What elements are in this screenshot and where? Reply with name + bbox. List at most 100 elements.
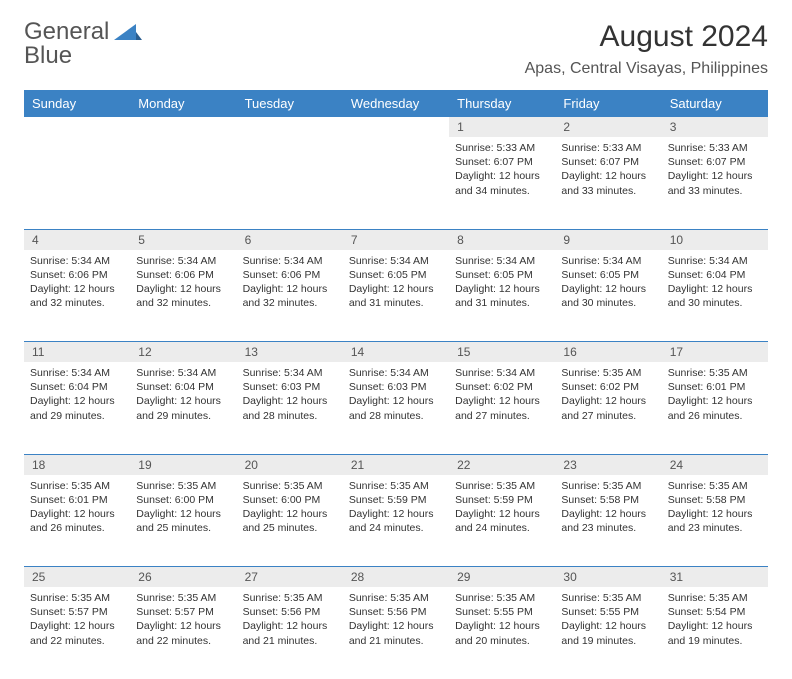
day-number-row: 25262728293031 bbox=[24, 567, 768, 588]
week-row: Sunrise: 5:34 AMSunset: 6:04 PMDaylight:… bbox=[24, 362, 768, 454]
day-cell-body: Sunrise: 5:35 AMSunset: 6:02 PMDaylight:… bbox=[555, 362, 661, 429]
day-number: 3 bbox=[662, 117, 768, 137]
day-cell-body: Sunrise: 5:34 AMSunset: 6:05 PMDaylight:… bbox=[555, 250, 661, 317]
day-number: 29 bbox=[449, 567, 555, 588]
day-cell-body: Sunrise: 5:34 AMSunset: 6:06 PMDaylight:… bbox=[237, 250, 343, 317]
day-number: 4 bbox=[24, 229, 130, 250]
day-number-row: 45678910 bbox=[24, 229, 768, 250]
weekday-header: Friday bbox=[555, 90, 661, 117]
day-cell: Sunrise: 5:34 AMSunset: 6:04 PMDaylight:… bbox=[662, 250, 768, 342]
day-cell-body: Sunrise: 5:34 AMSunset: 6:04 PMDaylight:… bbox=[662, 250, 768, 317]
day-number: 9 bbox=[555, 229, 661, 250]
day-cell-body: Sunrise: 5:35 AMSunset: 5:55 PMDaylight:… bbox=[555, 587, 661, 654]
day-cell-body: Sunrise: 5:35 AMSunset: 5:57 PMDaylight:… bbox=[24, 587, 130, 654]
day-cell: Sunrise: 5:34 AMSunset: 6:04 PMDaylight:… bbox=[24, 362, 130, 454]
day-cell-body: Sunrise: 5:34 AMSunset: 6:05 PMDaylight:… bbox=[343, 250, 449, 317]
week-row: Sunrise: 5:35 AMSunset: 5:57 PMDaylight:… bbox=[24, 587, 768, 679]
weekday-header: Tuesday bbox=[237, 90, 343, 117]
day-cell-body: Sunrise: 5:35 AMSunset: 5:56 PMDaylight:… bbox=[237, 587, 343, 654]
day-cell bbox=[343, 137, 449, 229]
day-number: 16 bbox=[555, 342, 661, 363]
day-cell-body: Sunrise: 5:34 AMSunset: 6:06 PMDaylight:… bbox=[130, 250, 236, 317]
day-cell-body: Sunrise: 5:34 AMSunset: 6:03 PMDaylight:… bbox=[343, 362, 449, 429]
week-row: Sunrise: 5:33 AMSunset: 6:07 PMDaylight:… bbox=[24, 137, 768, 229]
day-cell-body: Sunrise: 5:35 AMSunset: 5:59 PMDaylight:… bbox=[343, 475, 449, 542]
day-number: 19 bbox=[130, 454, 236, 475]
day-cell: Sunrise: 5:34 AMSunset: 6:05 PMDaylight:… bbox=[343, 250, 449, 342]
day-cell: Sunrise: 5:34 AMSunset: 6:06 PMDaylight:… bbox=[237, 250, 343, 342]
week-row: Sunrise: 5:35 AMSunset: 6:01 PMDaylight:… bbox=[24, 475, 768, 567]
day-number: 21 bbox=[343, 454, 449, 475]
day-cell: Sunrise: 5:33 AMSunset: 6:07 PMDaylight:… bbox=[449, 137, 555, 229]
day-number: 31 bbox=[662, 567, 768, 588]
weekday-header: Thursday bbox=[449, 90, 555, 117]
day-number: 28 bbox=[343, 567, 449, 588]
day-number-row: 123 bbox=[24, 117, 768, 137]
day-number: 5 bbox=[130, 229, 236, 250]
logo-triangle-icon bbox=[114, 22, 142, 47]
day-number: 23 bbox=[555, 454, 661, 475]
day-number: 14 bbox=[343, 342, 449, 363]
day-cell: Sunrise: 5:35 AMSunset: 5:57 PMDaylight:… bbox=[24, 587, 130, 679]
day-cell: Sunrise: 5:35 AMSunset: 6:00 PMDaylight:… bbox=[237, 475, 343, 567]
day-number: 12 bbox=[130, 342, 236, 363]
day-number bbox=[130, 117, 236, 137]
calendar-body: 123Sunrise: 5:33 AMSunset: 6:07 PMDaylig… bbox=[24, 117, 768, 679]
day-cell-body: Sunrise: 5:34 AMSunset: 6:03 PMDaylight:… bbox=[237, 362, 343, 429]
day-cell: Sunrise: 5:34 AMSunset: 6:05 PMDaylight:… bbox=[555, 250, 661, 342]
weekday-header: Saturday bbox=[662, 90, 768, 117]
day-cell: Sunrise: 5:35 AMSunset: 6:01 PMDaylight:… bbox=[662, 362, 768, 454]
day-cell-body: Sunrise: 5:35 AMSunset: 6:01 PMDaylight:… bbox=[662, 362, 768, 429]
day-cell: Sunrise: 5:33 AMSunset: 6:07 PMDaylight:… bbox=[662, 137, 768, 229]
month-title: August 2024 bbox=[525, 20, 768, 54]
day-cell bbox=[130, 137, 236, 229]
day-cell-body: Sunrise: 5:34 AMSunset: 6:05 PMDaylight:… bbox=[449, 250, 555, 317]
day-cell: Sunrise: 5:33 AMSunset: 6:07 PMDaylight:… bbox=[555, 137, 661, 229]
header: General Blue August 2024 Apas, Central V… bbox=[24, 20, 768, 78]
day-cell: Sunrise: 5:34 AMSunset: 6:02 PMDaylight:… bbox=[449, 362, 555, 454]
day-cell: Sunrise: 5:35 AMSunset: 5:56 PMDaylight:… bbox=[343, 587, 449, 679]
day-cell-body: Sunrise: 5:33 AMSunset: 6:07 PMDaylight:… bbox=[555, 137, 661, 204]
day-cell-body: Sunrise: 5:34 AMSunset: 6:06 PMDaylight:… bbox=[24, 250, 130, 317]
day-cell: Sunrise: 5:34 AMSunset: 6:05 PMDaylight:… bbox=[449, 250, 555, 342]
day-cell-body: Sunrise: 5:35 AMSunset: 6:00 PMDaylight:… bbox=[237, 475, 343, 542]
day-cell: Sunrise: 5:35 AMSunset: 6:01 PMDaylight:… bbox=[24, 475, 130, 567]
day-number-row: 11121314151617 bbox=[24, 342, 768, 363]
day-number: 27 bbox=[237, 567, 343, 588]
day-cell: Sunrise: 5:35 AMSunset: 5:59 PMDaylight:… bbox=[343, 475, 449, 567]
weekday-header: Sunday bbox=[24, 90, 130, 117]
logo: General Blue bbox=[24, 20, 142, 68]
day-cell-body: Sunrise: 5:35 AMSunset: 5:58 PMDaylight:… bbox=[555, 475, 661, 542]
day-number: 6 bbox=[237, 229, 343, 250]
day-cell-body: Sunrise: 5:35 AMSunset: 5:59 PMDaylight:… bbox=[449, 475, 555, 542]
title-block: August 2024 Apas, Central Visayas, Phili… bbox=[525, 20, 768, 78]
day-number: 13 bbox=[237, 342, 343, 363]
day-cell-body: Sunrise: 5:35 AMSunset: 5:56 PMDaylight:… bbox=[343, 587, 449, 654]
day-cell-body: Sunrise: 5:35 AMSunset: 6:01 PMDaylight:… bbox=[24, 475, 130, 542]
day-number bbox=[237, 117, 343, 137]
day-number: 1 bbox=[449, 117, 555, 137]
day-number: 2 bbox=[555, 117, 661, 137]
day-cell: Sunrise: 5:34 AMSunset: 6:04 PMDaylight:… bbox=[130, 362, 236, 454]
day-number: 7 bbox=[343, 229, 449, 250]
logo-text-1: General bbox=[24, 18, 109, 45]
day-cell: Sunrise: 5:35 AMSunset: 5:58 PMDaylight:… bbox=[662, 475, 768, 567]
day-number: 10 bbox=[662, 229, 768, 250]
day-number: 11 bbox=[24, 342, 130, 363]
day-cell-body: Sunrise: 5:35 AMSunset: 5:54 PMDaylight:… bbox=[662, 587, 768, 654]
day-number: 8 bbox=[449, 229, 555, 250]
day-cell: Sunrise: 5:35 AMSunset: 5:55 PMDaylight:… bbox=[449, 587, 555, 679]
day-cell-body: Sunrise: 5:33 AMSunset: 6:07 PMDaylight:… bbox=[449, 137, 555, 204]
logo-text-2: Blue bbox=[24, 42, 72, 69]
day-cell-body: Sunrise: 5:34 AMSunset: 6:04 PMDaylight:… bbox=[24, 362, 130, 429]
day-cell bbox=[24, 137, 130, 229]
day-number: 30 bbox=[555, 567, 661, 588]
day-number: 24 bbox=[662, 454, 768, 475]
calendar-table: SundayMondayTuesdayWednesdayThursdayFrid… bbox=[24, 90, 768, 679]
day-cell bbox=[237, 137, 343, 229]
location-text: Apas, Central Visayas, Philippines bbox=[525, 60, 768, 78]
day-cell: Sunrise: 5:34 AMSunset: 6:03 PMDaylight:… bbox=[237, 362, 343, 454]
day-cell-body: Sunrise: 5:33 AMSunset: 6:07 PMDaylight:… bbox=[662, 137, 768, 204]
day-cell: Sunrise: 5:35 AMSunset: 5:56 PMDaylight:… bbox=[237, 587, 343, 679]
day-number: 25 bbox=[24, 567, 130, 588]
